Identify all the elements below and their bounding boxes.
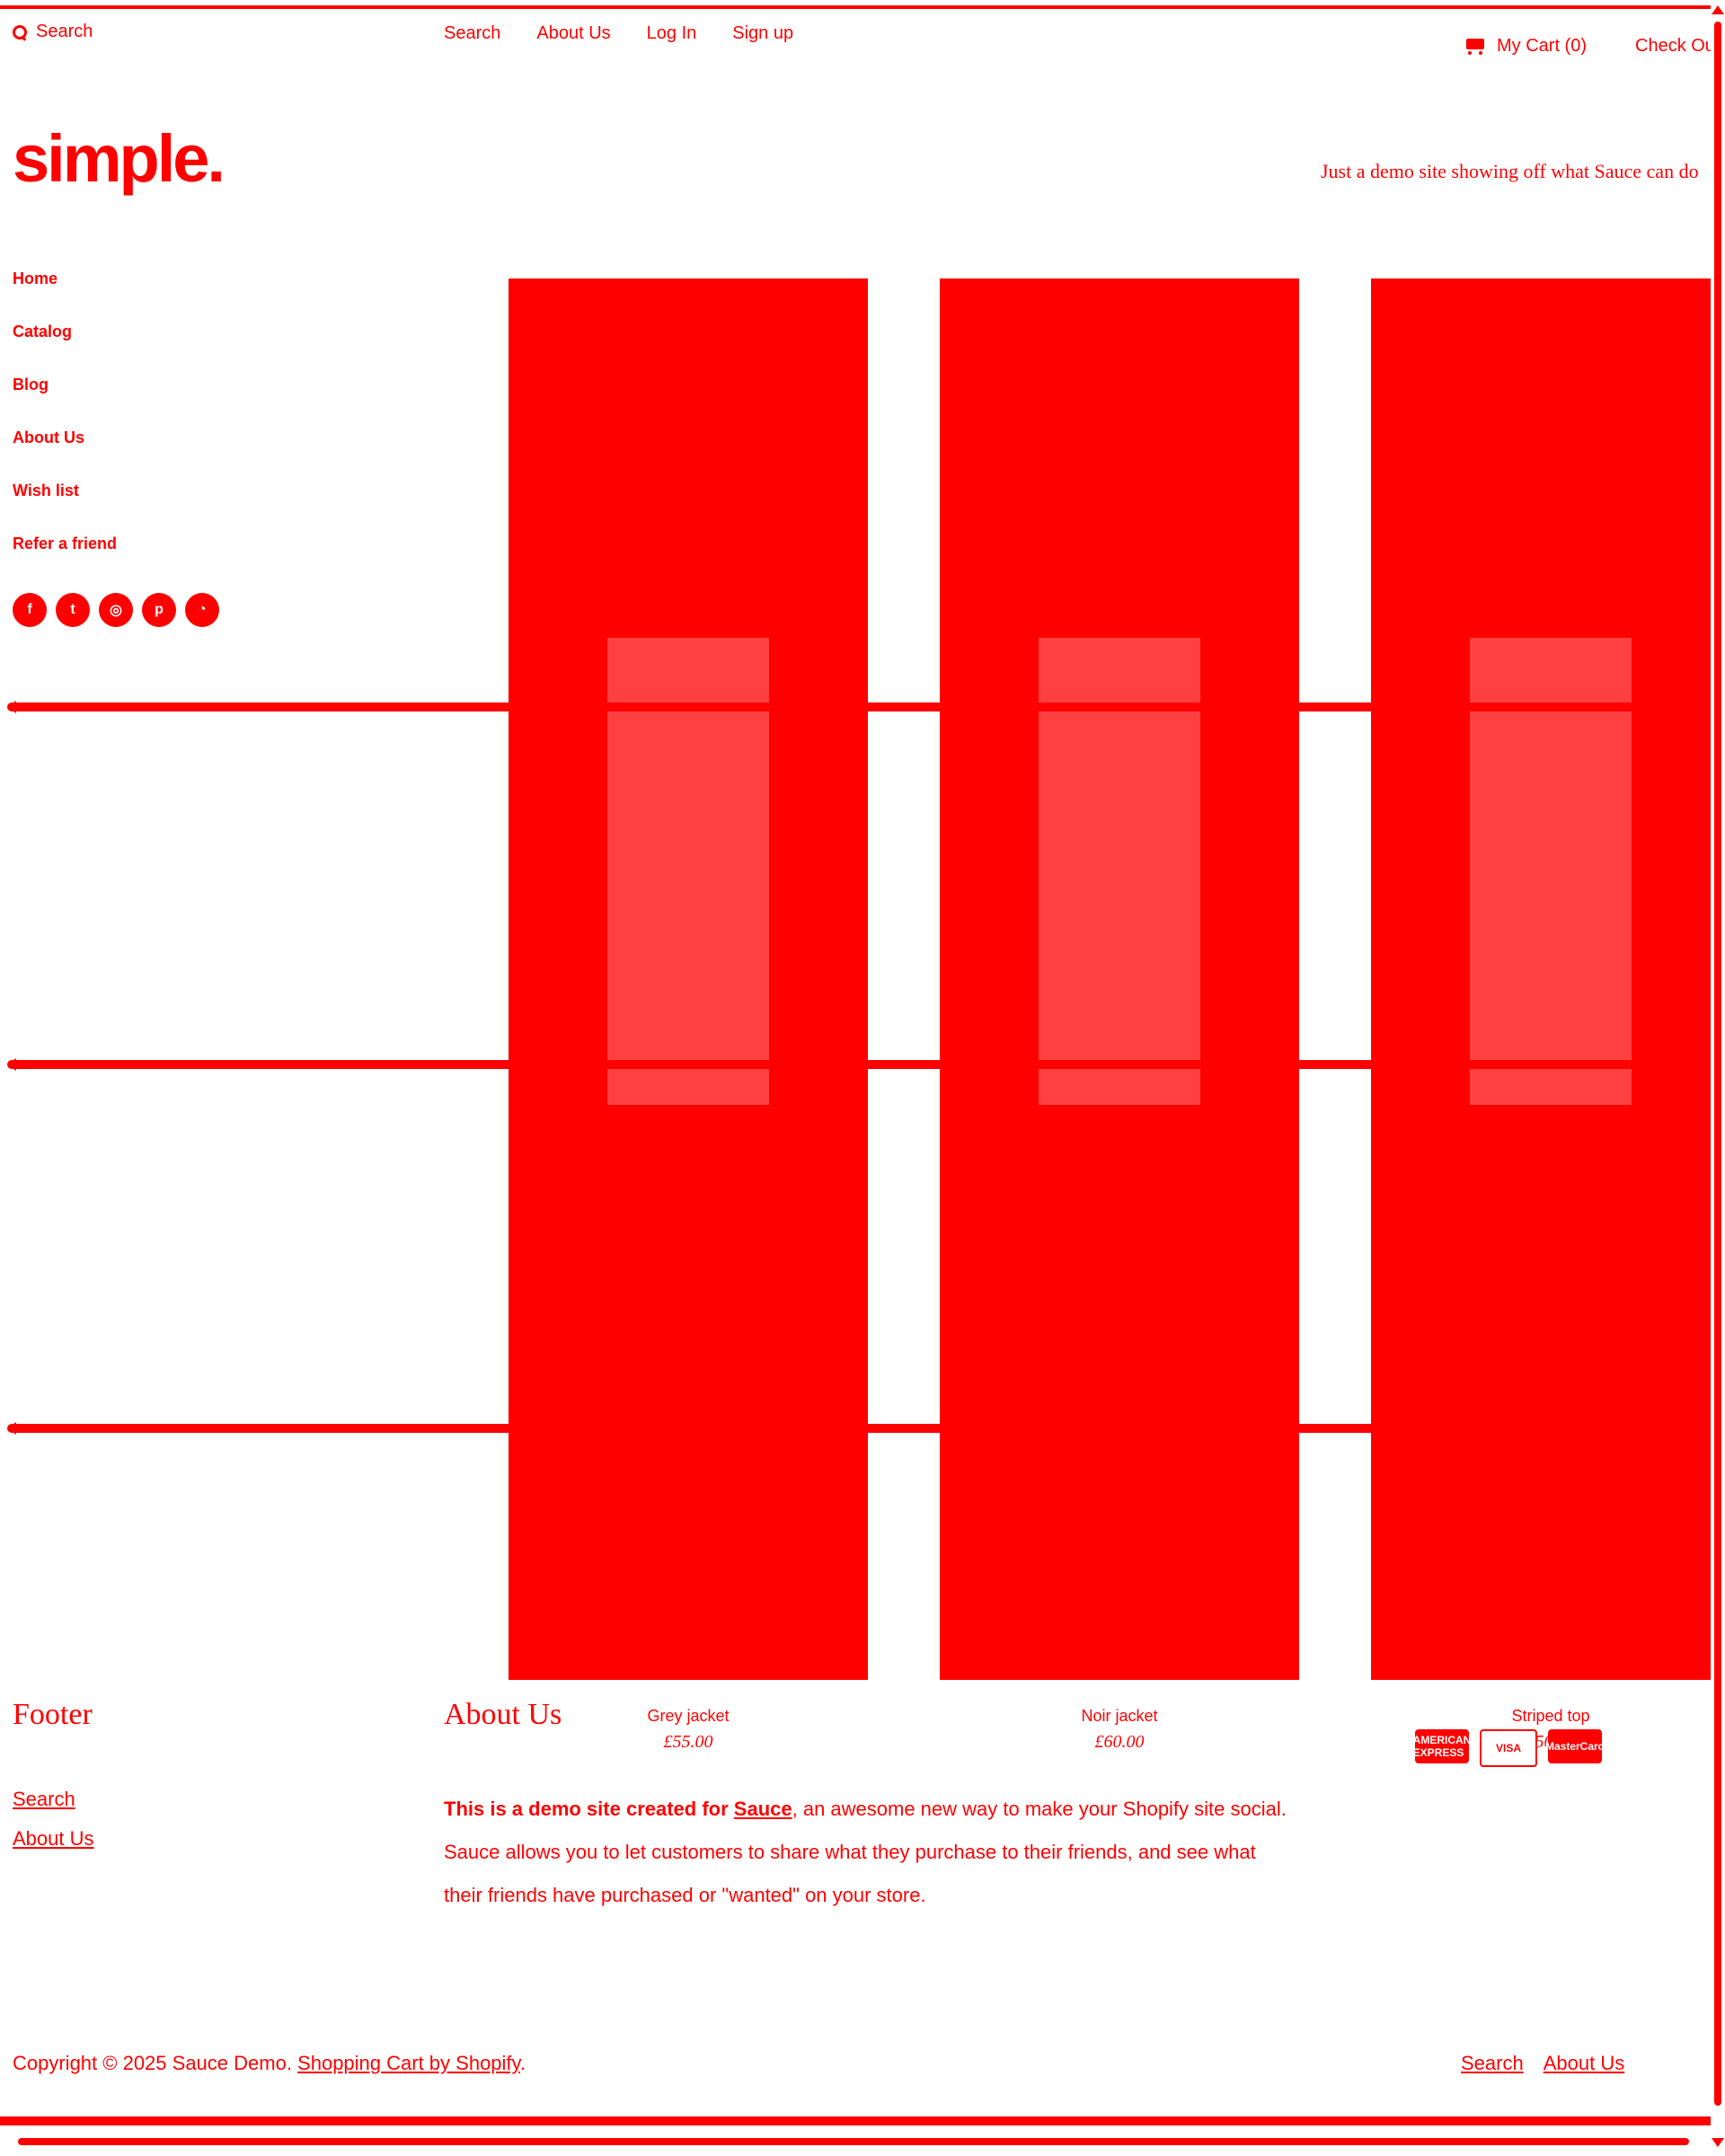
bottom-links: Search About Us <box>1461 2052 1624 2075</box>
sidebar-item-about-us[interactable]: About Us <box>13 429 84 446</box>
chevron-left-icon[interactable] <box>7 1422 16 1435</box>
bottom-link-about-us[interactable]: About Us <box>1543 2052 1625 2074</box>
checkout-link[interactable]: Check Out <box>1635 36 1721 56</box>
visa-card-icon: VISA <box>1480 1729 1537 1767</box>
sidebar-navigation: Home Catalog Blog About Us Wish list Ref… <box>13 270 246 588</box>
horizontal-scrollbar[interactable] <box>18 2138 1689 2145</box>
social-links: f t ◎ p ◔ <box>13 593 219 627</box>
site-logo[interactable]: simple. <box>13 121 226 196</box>
pinterest-icon[interactable]: p <box>142 593 176 627</box>
footer-links: Search About Us <box>13 1788 94 1851</box>
footer-link-about-us[interactable]: About Us <box>13 1827 94 1850</box>
product-image[interactable] <box>1371 278 1725 1680</box>
chevron-right-icon[interactable] <box>1689 701 1698 713</box>
mastercard-icon: MasterCard <box>1545 1729 1605 1763</box>
header-search[interactable]: Search <box>13 22 93 42</box>
footer-title: Footer <box>13 1698 93 1731</box>
sidebar-item-catalog[interactable]: Catalog <box>13 323 73 340</box>
product-name[interactable]: Noir jacket <box>1081 1707 1158 1725</box>
carousel-scroll-track[interactable] <box>7 702 1696 711</box>
product-name[interactable]: Striped top <box>1511 1707 1590 1725</box>
product-price: £55.00 <box>663 1732 713 1752</box>
header-search-label[interactable]: Search <box>36 22 93 41</box>
about-title: About Us <box>444 1698 562 1731</box>
facebook-icon[interactable]: f <box>13 593 47 627</box>
payment-methods: AMERICAN EXPRESS VISA MasterCard <box>1413 1729 1605 1767</box>
cart-label[interactable]: My Cart (0) <box>1497 36 1587 56</box>
sidebar-item-refer-a-friend[interactable]: Refer a friend <box>13 535 118 552</box>
carousel-scroll-track[interactable] <box>7 1060 1696 1069</box>
site-tagline: Just a demo site showing off what Sauce … <box>1321 160 1699 182</box>
twitter-icon[interactable]: t <box>56 593 90 627</box>
top-navigation: Search About Us Log In Sign up <box>444 23 793 44</box>
chevron-left-icon[interactable] <box>7 701 16 713</box>
about-text-prefix: This is a demo site created for <box>444 1798 734 1820</box>
amex-card-icon: AMERICAN EXPRESS <box>1413 1729 1471 1763</box>
about-text: This is a demo site created for Sauce, a… <box>444 1788 1288 1917</box>
product-name[interactable]: Grey jacket <box>647 1707 730 1725</box>
chevron-left-icon[interactable] <box>7 1058 16 1071</box>
chevron-up-icon[interactable] <box>1712 5 1724 14</box>
about-text-suffix: , an awesome new way to make your Shopif… <box>444 1798 1287 1906</box>
shopify-link[interactable]: Shopping Cart by Shopify <box>297 2052 520 2074</box>
sidebar-item-blog[interactable]: Blog <box>13 376 49 393</box>
carousel-scroll-track[interactable] <box>7 1424 1696 1433</box>
chevron-down-icon[interactable] <box>1712 2138 1724 2147</box>
footer-link-search[interactable]: Search <box>13 1788 75 1810</box>
chevron-right-icon[interactable] <box>1689 1058 1698 1071</box>
sidebar-item-wish-list[interactable]: Wish list <box>13 482 79 499</box>
product-image[interactable] <box>940 278 1299 1680</box>
product-grid: Grey jacket £55.00 Noir jacket £60.00 St… <box>449 278 1725 1752</box>
copyright-prefix: Copyright © 2025 Sauce Demo. <box>13 2052 298 2074</box>
cart-icon <box>1463 37 1488 57</box>
sidebar-item-home[interactable]: Home <box>13 270 58 287</box>
bottom-border <box>0 2116 1725 2125</box>
copyright: Copyright © 2025 Sauce Demo. Shopping Ca… <box>13 2052 526 2075</box>
bottom-link-search[interactable]: Search <box>1461 2052 1524 2074</box>
top-border <box>0 5 1725 9</box>
chevron-right-icon[interactable] <box>1689 1422 1698 1435</box>
search-icon <box>13 24 27 40</box>
instagram-icon[interactable]: ◎ <box>99 593 133 627</box>
rss-icon[interactable]: ◔ <box>185 593 219 627</box>
scrollbar-thumb[interactable] <box>1714 22 1721 2106</box>
top-nav-search[interactable]: Search <box>444 23 501 43</box>
vertical-scrollbar[interactable] <box>1711 0 1725 2156</box>
copyright-suffix: . <box>519 2052 526 2074</box>
top-nav-about-us[interactable]: About Us <box>536 23 611 43</box>
cart-link[interactable]: My Cart (0) <box>1463 36 1587 57</box>
product-image[interactable] <box>509 278 868 1680</box>
top-nav-sign-up[interactable]: Sign up <box>732 23 794 43</box>
product-price: £60.00 <box>1094 1732 1145 1752</box>
about-sauce-link[interactable]: Sauce <box>733 1798 792 1820</box>
top-nav-log-in[interactable]: Log In <box>646 23 697 43</box>
